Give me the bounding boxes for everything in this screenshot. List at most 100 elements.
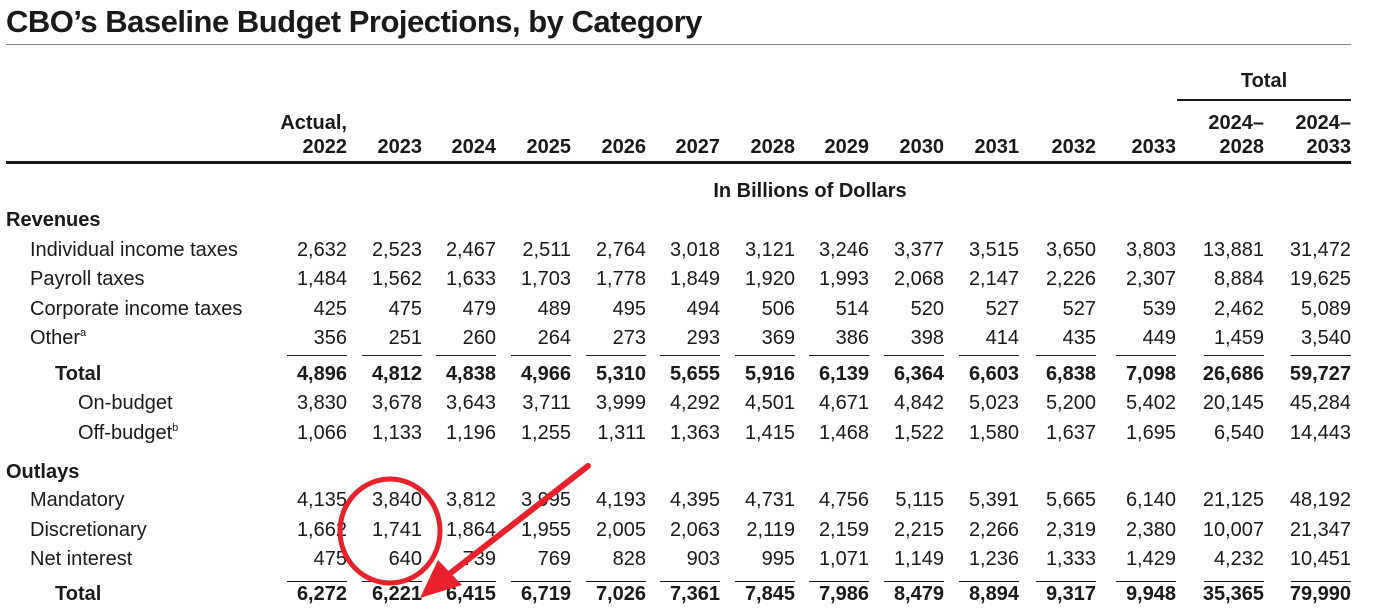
column-header-line2: 2029	[824, 136, 870, 158]
column-header-7: 2029	[799, 111, 870, 159]
table-cell: 1,311	[597, 422, 646, 444]
column-header-line1	[576, 111, 646, 135]
table-cell: 2,159	[818, 519, 869, 541]
header-divider	[6, 161, 1351, 164]
subtotal-rule	[959, 581, 1019, 582]
column-header-line2: 2028	[750, 136, 796, 158]
table-cell: 4,812	[371, 363, 422, 385]
table-cell: 3,840	[371, 489, 422, 511]
table-cell: 6,540	[1213, 422, 1264, 444]
table-cell: 4,135	[296, 489, 347, 511]
table-cell: 2,147	[968, 268, 1019, 290]
table-cell: 4,395	[669, 489, 720, 511]
subtotal-rule	[809, 581, 869, 582]
table-row-other: Othera 356 251 260 264 273 293 369 386 398 414 435 4…	[0, 327, 1374, 351]
column-header-line1	[874, 111, 944, 135]
table-cell: 414	[985, 327, 1019, 349]
table-cell: 1,955	[520, 519, 571, 541]
column-header-line1	[501, 111, 571, 135]
table-cell: 425	[313, 298, 347, 320]
table-cell: 3,121	[744, 239, 795, 261]
table-cell: 1,415	[744, 422, 795, 444]
table-cell: 435	[1062, 327, 1096, 349]
table-cell: 2,307	[1125, 268, 1176, 290]
table-cell: 1,363	[669, 422, 720, 444]
table-cell: 2,063	[669, 519, 720, 541]
table-cell: 3,678	[371, 392, 422, 414]
table-cell: 1,071	[818, 548, 869, 570]
subtotal-rule	[959, 355, 1019, 356]
table-cell: 1,133	[371, 422, 422, 444]
table-cell: 1,864	[445, 519, 496, 541]
table-cell: 293	[686, 327, 720, 349]
table-cell: 3,812	[445, 489, 496, 511]
table-cell: 6,838	[1045, 363, 1096, 385]
table-cell: 5,391	[968, 489, 1019, 511]
table-cell: 514	[835, 298, 869, 320]
table-cell: 4,838	[445, 363, 496, 385]
section-revenues: Revenues	[6, 209, 101, 231]
column-header-8: 2030	[874, 111, 945, 159]
table-cell: 527	[1062, 298, 1096, 320]
subtotal-rule	[884, 581, 944, 582]
table-cell: 5,916	[744, 363, 795, 385]
table-cell: 6,415	[445, 583, 496, 605]
column-header-13: 2024– 2033	[1271, 111, 1351, 159]
table-cell: 7,361	[669, 583, 720, 605]
table-cell: 1,459	[1213, 327, 1264, 349]
table-cell: 3,515	[968, 239, 1019, 261]
table-cell: 4,232	[1213, 548, 1264, 570]
table-cell: 2,266	[968, 519, 1019, 541]
table-cell: 5,402	[1125, 392, 1176, 414]
table-row-off-budget: Off-budgetb 1,066 1,133 1,196 1,255 1,311 1,36…	[0, 422, 1374, 446]
table-cell: 1,993	[818, 268, 869, 290]
table-cell: 2,119	[746, 519, 795, 541]
table-cell: 1,066	[296, 422, 347, 444]
table-cell: 1,333	[1045, 548, 1096, 570]
subtotal-rule	[362, 355, 422, 356]
table-cell: 2,467	[445, 239, 496, 261]
table-cell: 9,948	[1125, 583, 1176, 605]
table-cell: 251	[388, 327, 422, 349]
table-cell: 3,018	[669, 239, 720, 261]
table-cell: 2,215	[893, 519, 944, 541]
row-label: Off-budgetb	[78, 422, 179, 444]
table-cell: 356	[313, 327, 347, 349]
subtotal-rule	[436, 581, 496, 582]
total-group-header: Total	[1240, 70, 1288, 92]
table-cell: 20,145	[1202, 392, 1264, 414]
column-header-line2: 2024	[451, 136, 497, 158]
table-cell: 14,443	[1289, 422, 1351, 444]
table-cell: 4,671	[818, 392, 869, 414]
table-cell: 273	[612, 327, 646, 349]
table-cell: 2,380	[1125, 519, 1176, 541]
table-cell: 1,637	[1045, 422, 1096, 444]
table-cell: 1,429	[1125, 548, 1176, 570]
footnote-marker: a	[80, 327, 87, 339]
row-label: Othera	[30, 327, 87, 349]
subtotal-rule	[362, 581, 422, 582]
column-header-line1	[426, 111, 496, 135]
subtotal-rule	[1036, 355, 1096, 356]
table-cell: 828	[612, 548, 646, 570]
column-header-2: 2024	[426, 111, 497, 159]
table-cell: 3,995	[520, 489, 571, 511]
column-header-line1	[1026, 111, 1096, 135]
table-cell: 386	[835, 327, 869, 349]
table-cell: 4,966	[520, 363, 571, 385]
table-row-discretionary: Discretionary 1,662 1,741 1,864 1,955 2,005 2,…	[0, 519, 1374, 543]
table-cell: 8,479	[893, 583, 944, 605]
table-cell: 4,501	[744, 392, 795, 414]
table-cell: 6,364	[893, 363, 944, 385]
table-cell: 7,098	[1125, 363, 1176, 385]
subtotal-rule	[884, 355, 944, 356]
table-cell: 4,842	[893, 392, 944, 414]
table-cell: 3,246	[818, 239, 869, 261]
subtotal-rule	[1116, 355, 1176, 356]
table-cell: 475	[388, 298, 422, 320]
table-cell: 398	[910, 327, 944, 349]
table-cell: 3,540	[1300, 327, 1351, 349]
table-cell: 4,731	[744, 489, 795, 511]
column-header-line2: 2022	[302, 136, 348, 158]
table-cell: 739	[462, 548, 496, 570]
